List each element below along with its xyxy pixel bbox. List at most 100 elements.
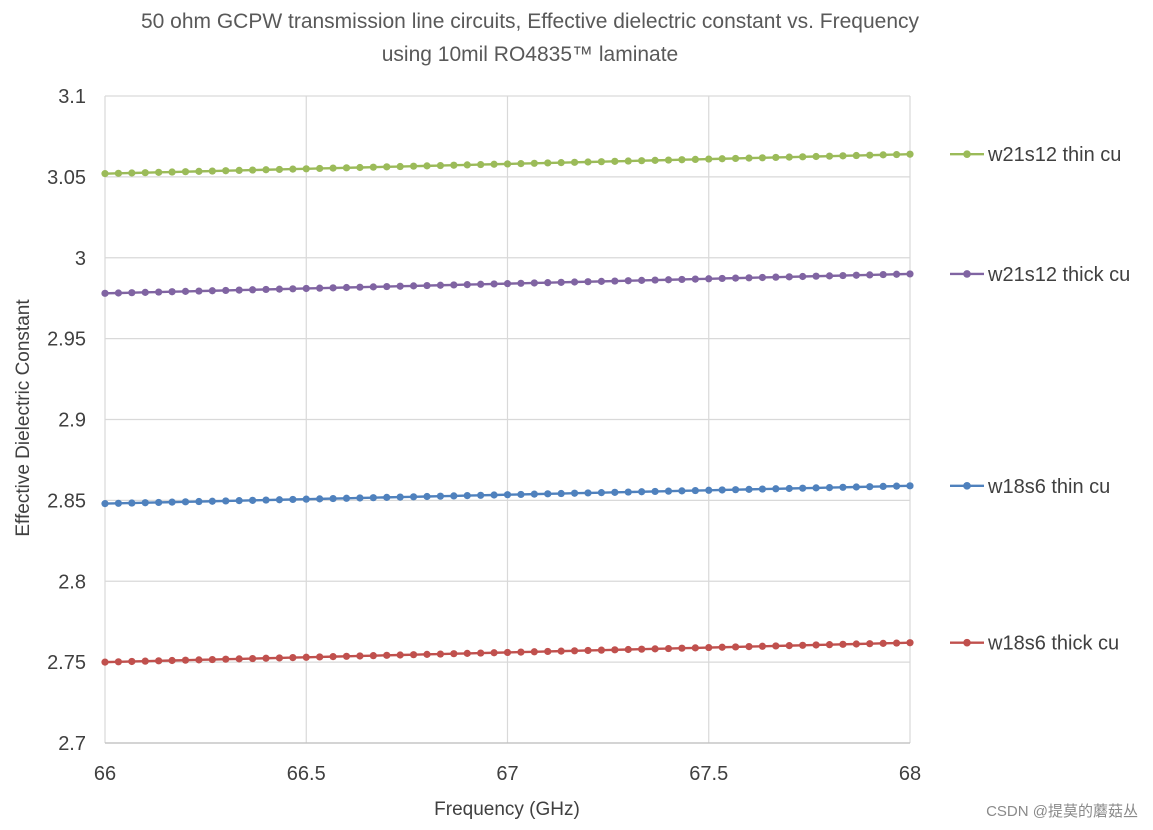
data-point: [383, 651, 391, 659]
x-tick-label: 67.5: [689, 763, 728, 785]
data-point: [383, 493, 391, 501]
data-point: [262, 166, 270, 174]
data-point: [651, 156, 659, 164]
data-point: [866, 640, 874, 648]
data-point: [450, 281, 458, 289]
data-point: [879, 270, 887, 279]
data-point: [906, 482, 914, 490]
data-point: [168, 288, 176, 296]
y-tick-label: 2.7: [58, 733, 86, 755]
data-point: [785, 153, 793, 161]
legend-label: w18s6 thin cu: [987, 476, 1110, 498]
x-tick-label: 66.5: [287, 763, 326, 785]
data-point: [557, 278, 565, 286]
data-point: [597, 158, 606, 166]
data-point: [825, 272, 834, 280]
data-point: [409, 162, 418, 170]
data-point: [356, 163, 364, 172]
data-point: [490, 491, 498, 499]
data-point: [892, 482, 901, 490]
plot-series: [101, 150, 914, 666]
data-point: [638, 645, 646, 653]
data-point: [503, 280, 512, 288]
data-point: [208, 497, 216, 505]
data-point: [302, 284, 310, 293]
data-point: [423, 281, 431, 290]
data-point: [812, 484, 820, 492]
data-point: [906, 270, 914, 278]
data-point: [799, 272, 807, 281]
data-point: [101, 658, 109, 666]
data-point: [168, 656, 176, 665]
y-tick-label: 3.1: [58, 86, 86, 108]
legend-swatch-marker: [963, 270, 971, 278]
data-point: [530, 490, 538, 498]
data-point: [718, 274, 726, 283]
data-point: [450, 650, 458, 658]
data-point: [758, 642, 767, 650]
data-point: [450, 161, 458, 169]
data-point: [396, 162, 404, 171]
data-point: [342, 164, 351, 172]
data-point: [181, 656, 190, 664]
data-point: [342, 283, 351, 292]
series-1: [101, 270, 914, 297]
data-point: [664, 156, 673, 164]
data-point: [799, 484, 807, 492]
data-point: [718, 155, 726, 163]
data-point: [316, 164, 324, 173]
data-point: [718, 643, 726, 651]
y-axis-title: Effective Dielectric Constant: [13, 299, 34, 537]
data-point: [383, 163, 391, 171]
data-point: [369, 163, 377, 171]
data-point: [664, 487, 673, 495]
data-point: [503, 160, 512, 168]
data-point: [409, 493, 418, 501]
data-point: [195, 167, 203, 175]
data-point: [477, 649, 485, 657]
data-point: [852, 483, 860, 491]
data-point: [892, 639, 901, 647]
y-tick-label: 2.85: [47, 490, 86, 512]
data-point: [638, 488, 646, 496]
data-point: [731, 486, 740, 494]
data-point: [248, 286, 257, 294]
data-point: [651, 487, 659, 496]
legend-swatch-marker: [963, 638, 971, 647]
legend-swatch-marker: [963, 482, 971, 490]
data-point: [772, 273, 780, 281]
data-point: [409, 651, 418, 659]
data-point: [436, 281, 445, 289]
series-0: [101, 150, 914, 178]
data-point: [597, 489, 606, 497]
data-point: [208, 167, 216, 175]
data-point: [235, 166, 243, 174]
data-point: [557, 647, 565, 655]
data-point: [570, 647, 579, 655]
data-point: [879, 151, 887, 159]
data-point: [114, 169, 123, 177]
data-point: [517, 279, 525, 287]
data-point: [477, 280, 485, 288]
data-point: [772, 153, 780, 162]
data-point: [584, 489, 592, 497]
data-point: [544, 159, 552, 167]
data-point: [423, 650, 431, 658]
data-point: [302, 653, 310, 661]
data-point: [262, 654, 270, 662]
data-point: [664, 276, 673, 284]
data-point: [691, 644, 699, 652]
data-point: [155, 288, 163, 296]
data-point: [866, 271, 874, 279]
data-point: [463, 649, 471, 657]
data-point: [611, 646, 619, 654]
data-point: [289, 654, 297, 662]
data-point: [128, 657, 136, 666]
data-point: [745, 643, 753, 651]
data-point: [155, 168, 163, 176]
data-point: [530, 648, 538, 656]
data-point: [262, 285, 270, 294]
legend-label: w21s12 thin cu: [987, 144, 1121, 166]
y-tick-label: 2.95: [47, 329, 86, 351]
data-point: [678, 156, 686, 164]
